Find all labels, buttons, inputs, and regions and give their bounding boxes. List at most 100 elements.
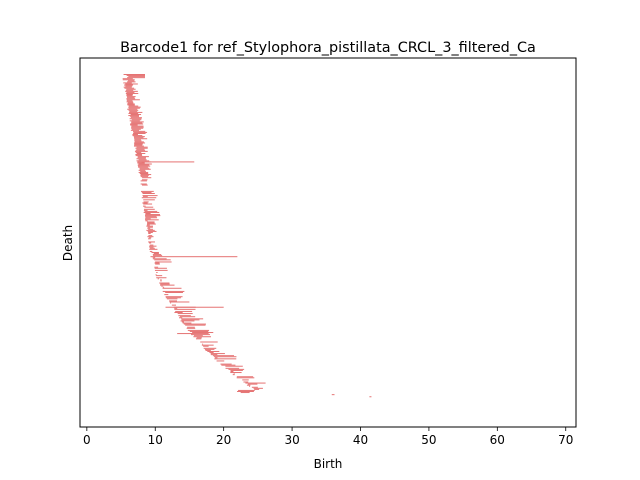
barcode-bar bbox=[331, 394, 335, 396]
barcode-bar bbox=[161, 285, 163, 287]
barcode-bar bbox=[149, 246, 154, 248]
barcode-bar bbox=[128, 76, 145, 78]
barcode-bar bbox=[124, 87, 135, 89]
barcode-bar bbox=[203, 345, 209, 347]
barcode-bar bbox=[148, 241, 156, 243]
barcode-bar bbox=[136, 160, 150, 162]
barcode-bar bbox=[177, 313, 193, 315]
x-tick-label: 70 bbox=[558, 433, 573, 447]
barcode-bar bbox=[207, 350, 220, 352]
barcode-bar bbox=[245, 382, 266, 384]
barcode-bar bbox=[154, 269, 168, 271]
barcode-bar bbox=[246, 384, 251, 386]
barcode-bar bbox=[143, 199, 155, 201]
barcode-bar bbox=[128, 109, 139, 111]
barcode-bar bbox=[247, 383, 258, 385]
barcode-bar bbox=[149, 248, 158, 250]
barcode-bar bbox=[154, 262, 160, 264]
barcode-bar bbox=[220, 363, 232, 365]
barcode-bar bbox=[215, 357, 218, 359]
barcode-bar bbox=[126, 94, 133, 96]
barcode-bar bbox=[237, 390, 254, 392]
barcode-bar bbox=[214, 358, 237, 360]
barcode-bar bbox=[141, 161, 195, 163]
barcode-bar bbox=[248, 385, 251, 387]
barcode-bar bbox=[135, 149, 146, 151]
barcode-bar bbox=[147, 226, 153, 228]
barcode-bar bbox=[133, 145, 144, 147]
barcode-bar bbox=[160, 279, 162, 281]
barcode-bar bbox=[144, 206, 154, 208]
barcode-bar bbox=[145, 213, 151, 215]
barcode-bar bbox=[236, 377, 255, 379]
barcode-bar bbox=[148, 237, 152, 239]
barcode-bar bbox=[185, 324, 206, 326]
barcode-bar bbox=[131, 128, 141, 130]
barcode-bar bbox=[152, 257, 156, 259]
barcode-bar bbox=[179, 317, 183, 319]
barcode-bar bbox=[128, 107, 140, 109]
barcode-bar bbox=[138, 163, 152, 165]
barcode-bar bbox=[134, 144, 143, 146]
barcode-bar bbox=[225, 367, 240, 369]
barcode-bar bbox=[169, 300, 177, 302]
barcode-bar bbox=[125, 83, 138, 85]
barcode-bar bbox=[134, 150, 148, 152]
barcode-bar bbox=[142, 193, 155, 194]
barcode-bar bbox=[143, 203, 153, 205]
barcode-bar bbox=[253, 387, 263, 389]
barcode-bar bbox=[133, 132, 146, 134]
barcode-bar bbox=[204, 348, 215, 350]
barcode-bar bbox=[221, 364, 236, 366]
barcode-bar bbox=[154, 267, 167, 269]
barcode-bar bbox=[133, 131, 148, 133]
y-axis-label: Death bbox=[61, 225, 75, 261]
barcode-bar bbox=[140, 174, 152, 176]
barcode-bar bbox=[123, 82, 132, 84]
barcode-bar bbox=[127, 80, 135, 82]
barcode-bar bbox=[126, 101, 134, 103]
barcode-bar bbox=[138, 166, 148, 168]
barcode-bar bbox=[251, 386, 258, 388]
x-tick-label: 50 bbox=[421, 433, 436, 447]
barcode-bar bbox=[136, 152, 146, 154]
barcode-bar bbox=[196, 337, 202, 339]
barcode-bar bbox=[146, 229, 155, 231]
barcode-bar bbox=[254, 388, 260, 390]
barcode-bar bbox=[140, 176, 149, 178]
barcode-bar bbox=[122, 79, 135, 81]
barcode-bar bbox=[127, 108, 138, 110]
barcode-bar bbox=[140, 183, 147, 185]
barcode-bar bbox=[149, 242, 152, 244]
barcode-bar bbox=[175, 310, 193, 312]
barcode-bar bbox=[143, 201, 149, 203]
barcode-bar bbox=[193, 336, 211, 338]
barcode-bar bbox=[130, 129, 140, 131]
barcode-bar bbox=[193, 335, 203, 337]
barcode-bar bbox=[135, 155, 143, 157]
barcode-bar bbox=[182, 322, 192, 324]
barcode-bar bbox=[191, 334, 211, 336]
barcode-bar bbox=[138, 169, 146, 171]
barcode-bar bbox=[130, 117, 142, 119]
barcode-bar bbox=[145, 219, 159, 221]
barcode-bar bbox=[195, 338, 202, 340]
x-tick-label: 60 bbox=[490, 433, 505, 447]
x-axis-label: Birth bbox=[314, 457, 343, 471]
barcode-bar bbox=[148, 235, 153, 237]
barcode-bar bbox=[181, 319, 200, 321]
barcode-bar bbox=[123, 74, 145, 75]
barcode-bar bbox=[127, 104, 135, 106]
barcode-bar bbox=[147, 230, 157, 232]
barcode-bar bbox=[128, 112, 139, 114]
barcode-bar bbox=[148, 231, 153, 233]
barcode-bar bbox=[149, 247, 155, 249]
barcode-bar bbox=[143, 208, 155, 210]
barcode-bar bbox=[141, 179, 148, 181]
barcode-bar bbox=[134, 138, 148, 140]
barcode-bar bbox=[145, 214, 161, 216]
barcode-bar bbox=[142, 205, 146, 207]
barcode-bar bbox=[131, 121, 144, 123]
barcode-bar bbox=[164, 294, 169, 296]
